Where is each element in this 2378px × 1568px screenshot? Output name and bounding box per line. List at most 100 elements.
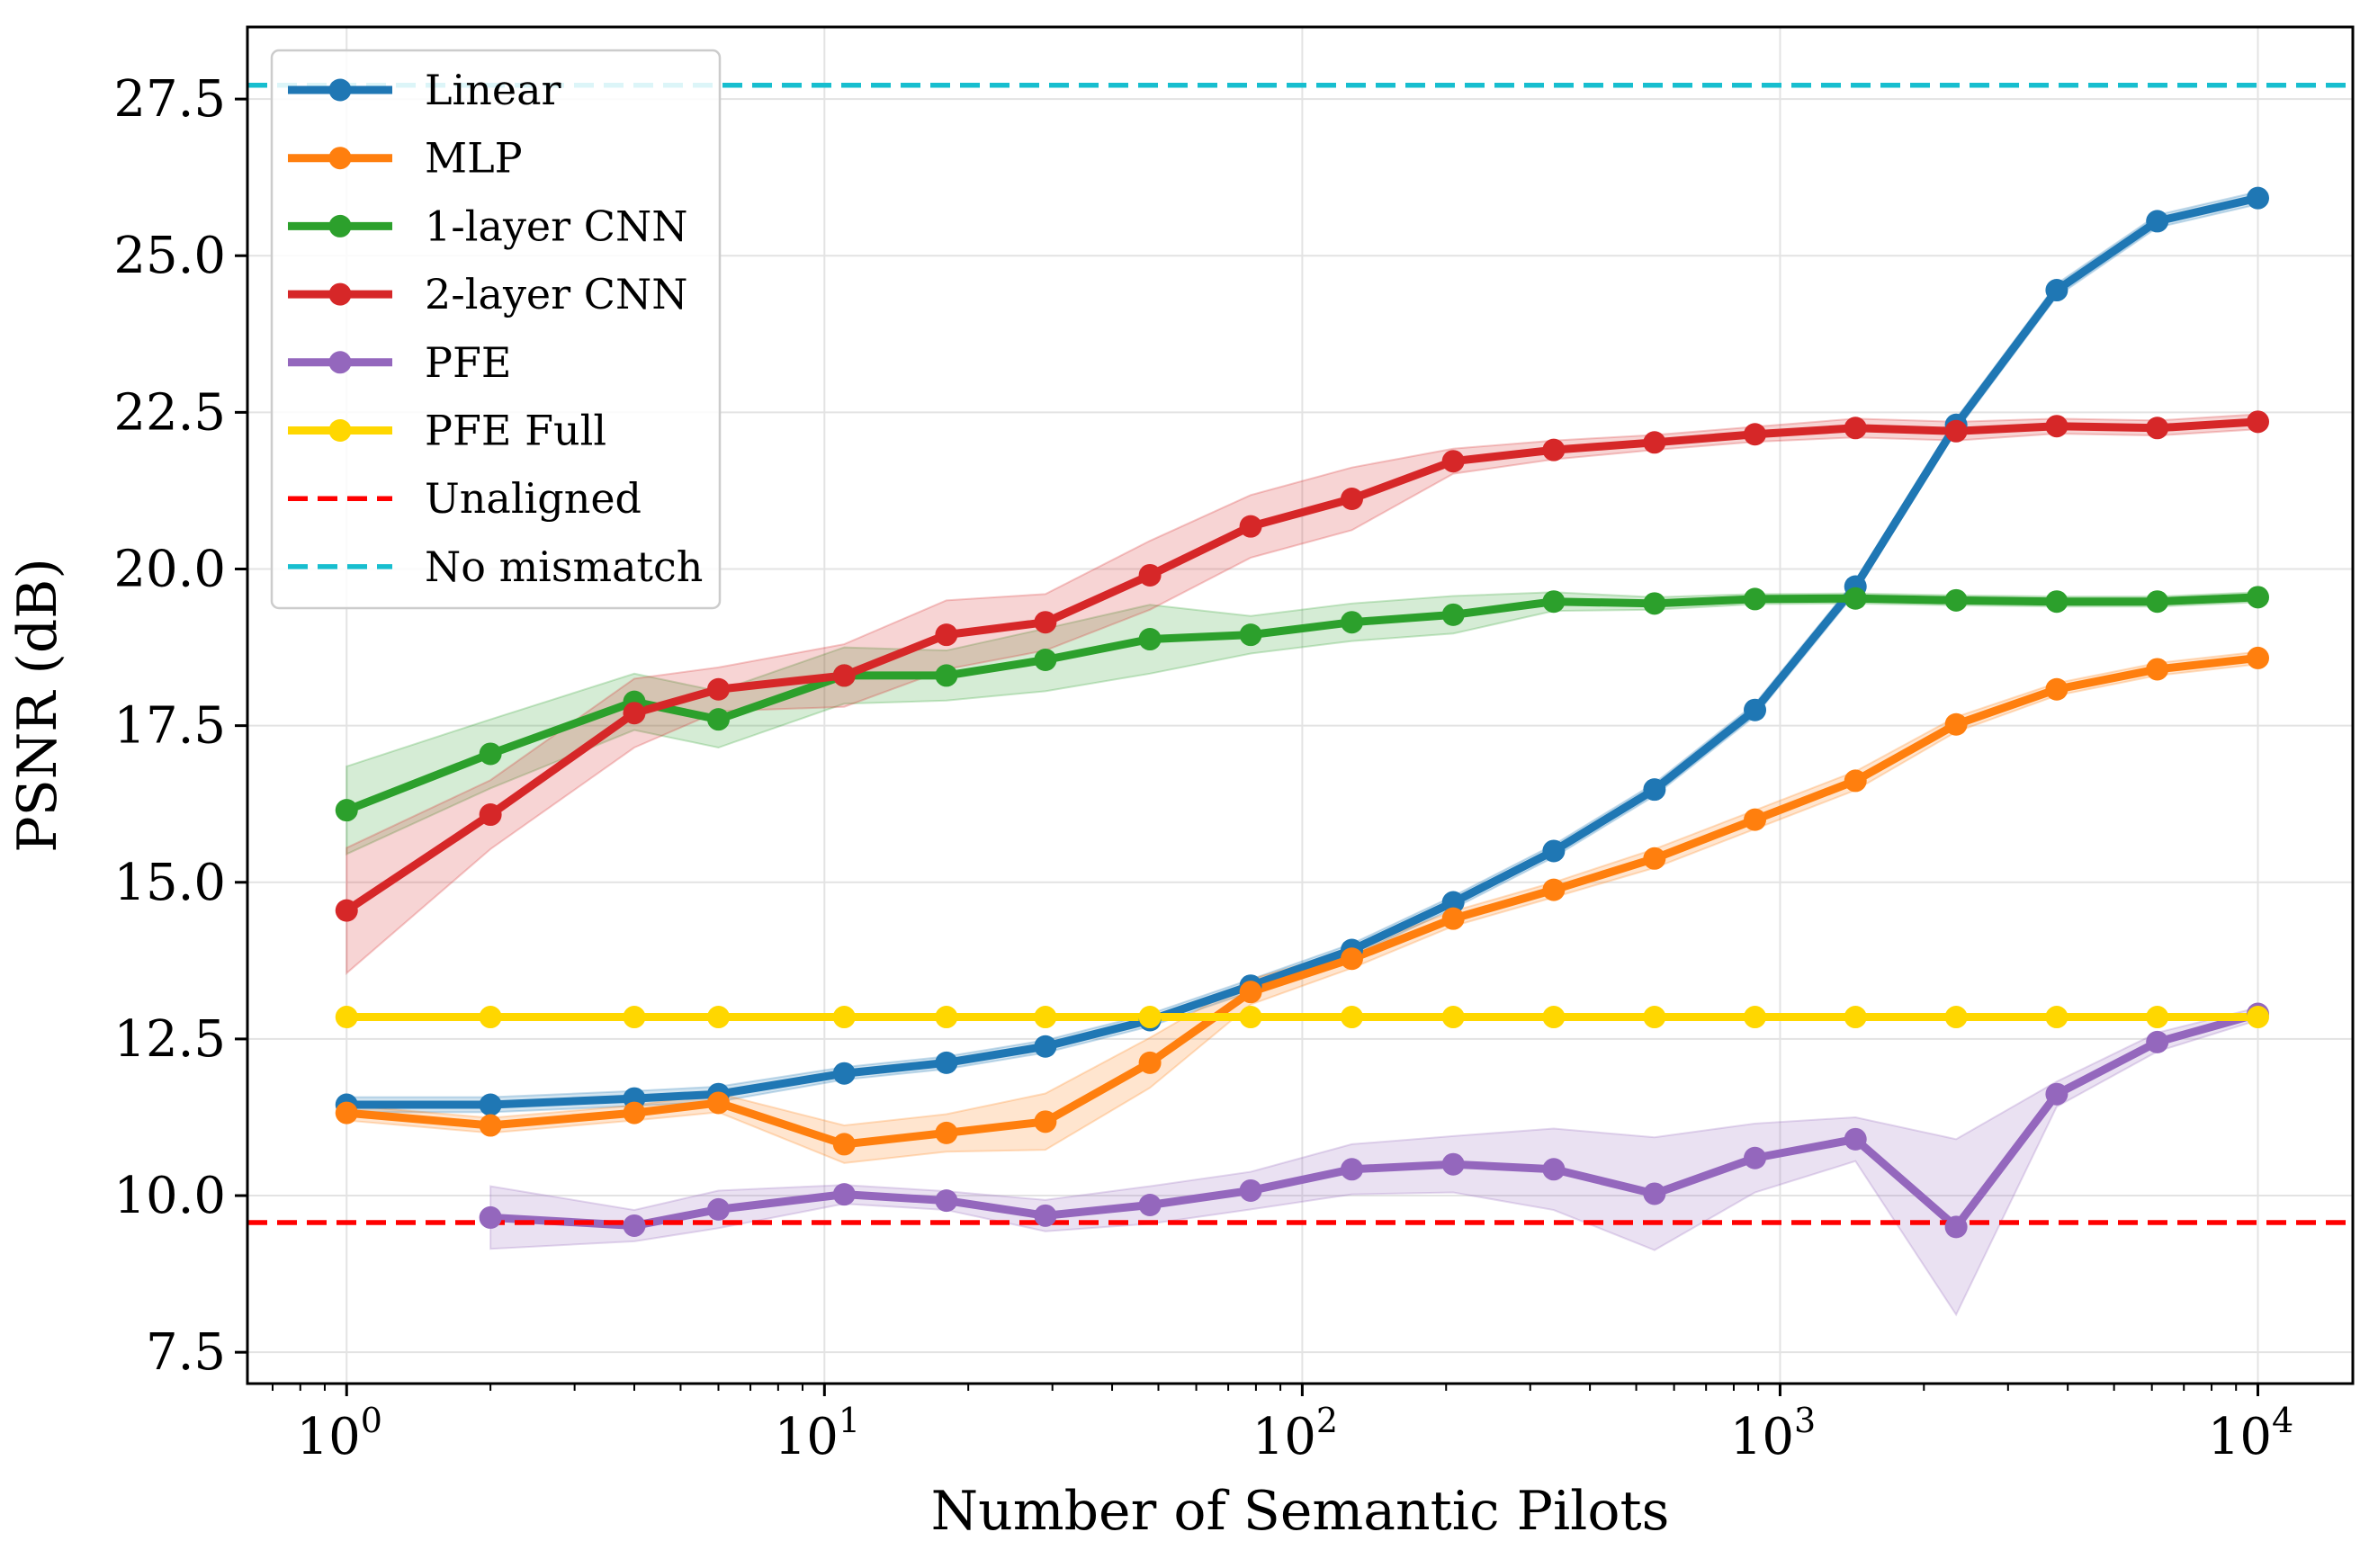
pfe-full-point (1034, 1006, 1057, 1029)
2-layer-cnn-point (2146, 417, 2169, 440)
1-layer-cnn-point (2045, 590, 2068, 614)
2-layer-cnn-point (1341, 487, 1364, 510)
pfe-full-point (1643, 1006, 1666, 1029)
y-tick-label: 25.0 (113, 227, 226, 285)
mlp-point (1441, 907, 1465, 930)
mlp-point (335, 1101, 358, 1124)
1-layer-cnn-point (1138, 628, 1162, 651)
linear-point (1542, 839, 1566, 863)
pfe-point (706, 1197, 730, 1221)
2-layer-cnn-point (935, 623, 958, 647)
linear-point (2045, 279, 2068, 302)
pfe-point (2045, 1082, 2068, 1106)
pfe-full-point (1239, 1006, 1262, 1029)
x-tick-label: 100 (297, 1401, 382, 1466)
pfe-full-point (2146, 1006, 2169, 1029)
2-layer-cnn-point (1643, 431, 1666, 454)
legend-item-linear: Linear (288, 66, 561, 114)
pfe-point (1239, 1178, 1262, 1202)
mlp-point (1138, 1051, 1162, 1074)
y-tick-label: 12.5 (113, 1010, 226, 1069)
2-layer-cnn-point (1441, 450, 1465, 473)
y-tick-label: 22.5 (113, 383, 226, 442)
legend-marker-pfe-full (328, 419, 352, 442)
pfe-point (479, 1205, 502, 1229)
legend-item-pfe-full: PFE Full (288, 407, 606, 455)
pfe-full-point (1542, 1006, 1566, 1029)
legend-marker-2-layer-cnn (328, 282, 352, 306)
legend-label-linear: Linear (425, 66, 561, 114)
legend-item-no-mismatch: No mismatch (288, 542, 703, 591)
legend-label-mlp: MLP (425, 134, 523, 183)
series-markers (335, 186, 2270, 1239)
1-layer-cnn-point (1643, 592, 1666, 615)
pfe-full-point (1744, 1006, 1767, 1029)
legend-item-pfe: PFE (288, 338, 511, 387)
1-layer-cnn-point (2146, 590, 2169, 614)
mlp-point (2045, 677, 2068, 701)
pfe-point (832, 1183, 856, 1206)
pfe-point (1744, 1146, 1767, 1169)
mlp-point (479, 1114, 502, 1137)
2-layer-cnn-point (1138, 563, 1162, 587)
pfe-full-point (1944, 1006, 1968, 1029)
pfe-full-point (2045, 1006, 2068, 1029)
pfe-point (1542, 1158, 1566, 1181)
pfe-full-point (2247, 1006, 2270, 1029)
pfe-full-point (623, 1006, 646, 1029)
legend-item-mlp: MLP (288, 134, 523, 183)
pfe-band (489, 1006, 2259, 1317)
pfe-full-point (1844, 1006, 1867, 1029)
pfe-full-point (335, 1006, 358, 1029)
pfe-point (1034, 1204, 1057, 1227)
2-layer-cnn-point (1844, 417, 1867, 440)
pfe-point (1441, 1152, 1465, 1176)
legend-label-no-mismatch: No mismatch (425, 542, 703, 591)
2-layer-cnn-point (479, 803, 502, 827)
linear-point (2247, 186, 2270, 210)
2-layer-cnn-point (706, 677, 730, 701)
2-layer-cnn-point (832, 664, 856, 687)
1-layer-cnn-point (935, 664, 958, 687)
axis-ticks: 7.5 10.0 12.5 15.0 17.5 20.0 22.5 25.0 27.5 100 10… (113, 70, 2293, 1466)
pfe-full-point (935, 1006, 958, 1029)
y-tick-label: 20.0 (113, 541, 226, 599)
pfe-full-point (1341, 1006, 1364, 1029)
mlp-point (706, 1091, 730, 1115)
legend-label-pfe: PFE (425, 338, 511, 387)
legend-marker-pfe (328, 351, 352, 374)
2-layer-cnn-point (1542, 438, 1566, 461)
2-layer-cnn-point (1944, 419, 1968, 443)
legend-marker-linear (328, 78, 352, 102)
linear-point (1744, 698, 1767, 721)
mlp-point (1034, 1110, 1057, 1133)
mlp-point (1944, 712, 1968, 736)
mlp-point (1341, 947, 1364, 971)
legend-label-1-layer-cnn: 1-layer CNN (425, 202, 687, 250)
mlp-point (832, 1133, 856, 1156)
mlp-point (935, 1121, 958, 1144)
legend-label-pfe-full: PFE Full (425, 407, 606, 455)
1-layer-cnn-point (1441, 603, 1465, 626)
pfe-full-point (479, 1006, 502, 1029)
1-layer-cnn-point (1844, 587, 1867, 610)
pfe-full-point (1441, 1006, 1465, 1029)
x-tick-label: 101 (775, 1401, 860, 1466)
legend-marker-mlp (328, 147, 352, 170)
2-layer-cnn-point (1744, 423, 1767, 446)
y-tick-label: 10.0 (113, 1167, 226, 1225)
1-layer-cnn-point (1744, 587, 1767, 611)
x-axis-label: Number of Semantic Pilots (931, 1480, 1670, 1543)
2-layer-cnn-point (1034, 611, 1057, 634)
legend-item-unaligned: Unaligned (288, 474, 642, 523)
mlp-point (1542, 878, 1566, 901)
mlp-point (1239, 981, 1262, 1004)
1-layer-cnn-point (1034, 649, 1057, 672)
pfe-point (623, 1214, 646, 1237)
pfe-point (1643, 1182, 1666, 1205)
linear-point (935, 1051, 958, 1074)
mlp-point (1844, 769, 1867, 793)
pfe-full-point (832, 1006, 856, 1029)
linear-point (1643, 778, 1666, 802)
